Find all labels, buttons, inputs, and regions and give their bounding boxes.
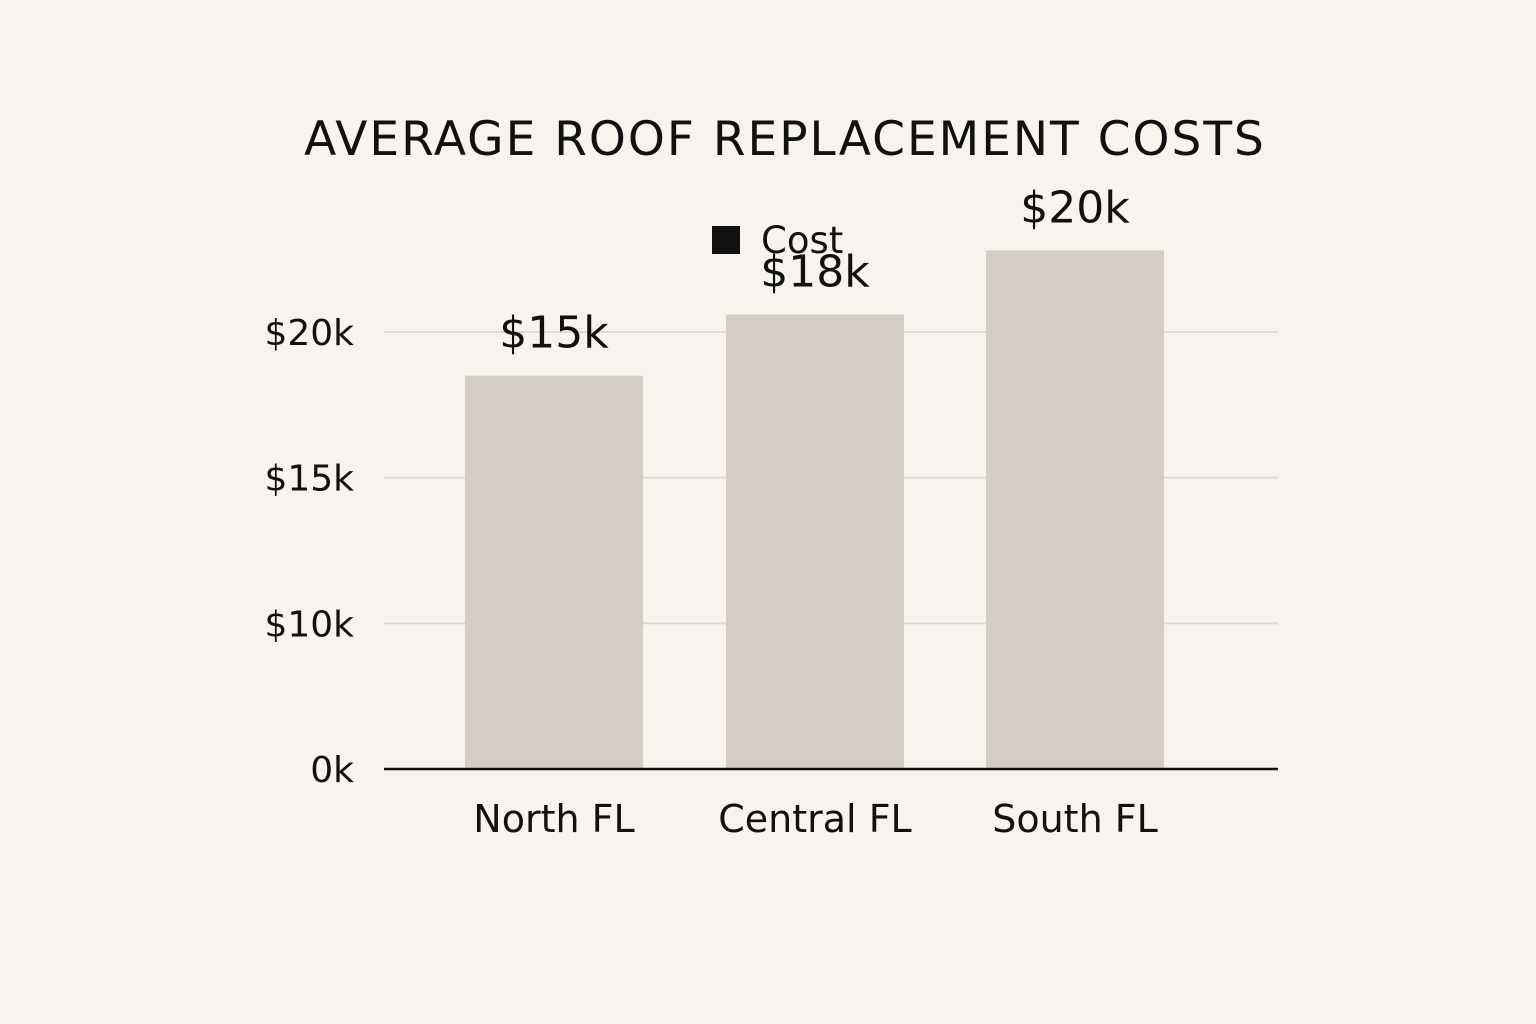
- x-tick-label: South FL: [992, 797, 1158, 841]
- y-tick-label: $15k: [264, 459, 354, 500]
- data-label: $18k: [760, 247, 870, 298]
- x-tick-label: North FL: [473, 797, 634, 841]
- bar: [465, 375, 643, 769]
- legend: Cost: [712, 218, 843, 262]
- chart-title: AVERAGE ROOF REPLACEMENT COSTS: [304, 112, 1266, 167]
- data-label: $20k: [1020, 182, 1130, 233]
- y-tick-label: 0k: [310, 750, 354, 791]
- legend-swatch: [712, 226, 740, 254]
- y-tick-label: $10k: [264, 604, 354, 645]
- data-label: $15k: [499, 308, 609, 359]
- y-tick-label: $20k: [264, 313, 354, 354]
- bar: [726, 314, 904, 769]
- bar: [986, 250, 1164, 770]
- labels: 0k $10k $15k $20k $15k North FL $18k Central FL…: [264, 182, 1157, 841]
- legend-label-cost: Cost: [761, 218, 844, 262]
- x-tick-label: Central FL: [718, 797, 911, 841]
- bars: [465, 250, 1164, 770]
